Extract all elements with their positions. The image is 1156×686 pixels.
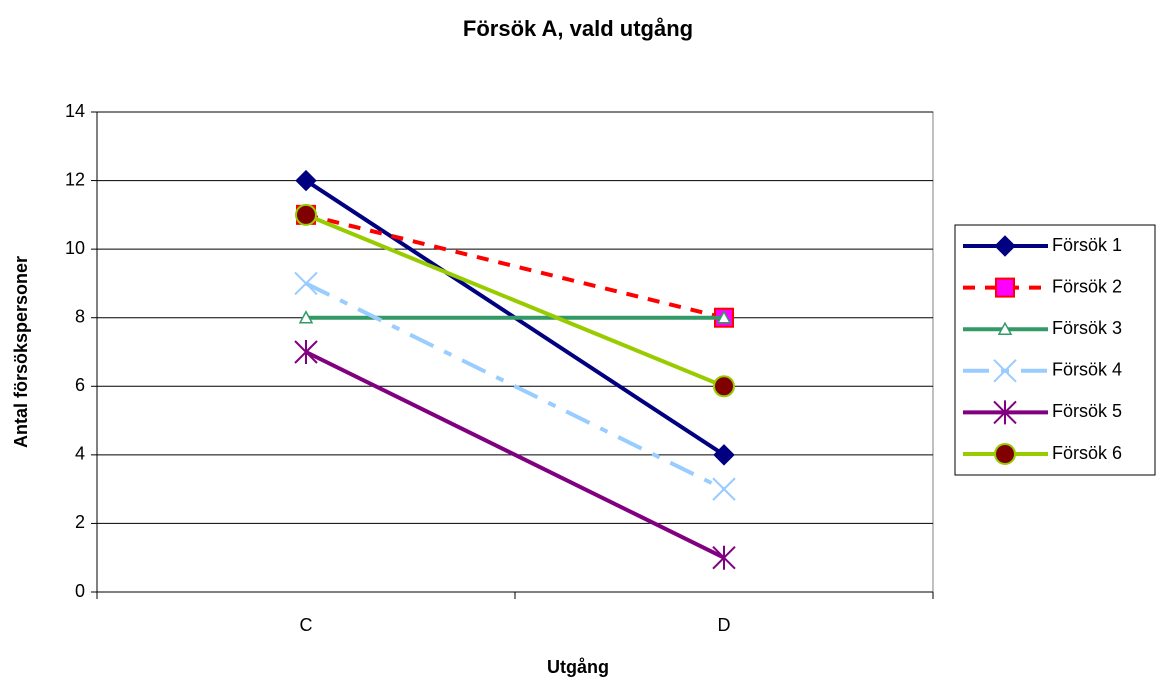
y-tick-label: 8	[75, 306, 85, 326]
marker	[298, 310, 314, 324]
marker	[997, 321, 1013, 335]
marker	[712, 477, 736, 501]
y-tick-label: 14	[65, 101, 85, 121]
legend-label: Försök 3	[1052, 318, 1122, 338]
marker	[993, 400, 1017, 425]
marker	[295, 169, 317, 192]
y-tick-label: 10	[65, 238, 85, 258]
y-tick-label: 2	[75, 512, 85, 532]
chart-title: Försök A, vald utgång	[463, 16, 693, 41]
legend	[954, 224, 1156, 476]
x-axis-label: Utgång	[547, 657, 609, 677]
legend-label: Försök 1	[1052, 235, 1122, 255]
x-tick-label: C	[300, 615, 313, 635]
marker	[994, 443, 1016, 465]
y-tick-label: 0	[75, 581, 85, 601]
plot-area	[96, 111, 934, 593]
y-tick-label: 6	[75, 375, 85, 395]
legend-label: Försök 4	[1052, 360, 1122, 380]
legend-label: Försök 6	[1052, 443, 1122, 463]
marker	[294, 271, 318, 296]
marker	[295, 203, 317, 226]
marker	[713, 444, 735, 466]
marker	[995, 277, 1015, 298]
y-tick-label: 12	[65, 169, 85, 189]
y-tick-label: 4	[75, 444, 85, 464]
series-line	[305, 212, 725, 320]
series-line	[305, 350, 725, 560]
marker	[994, 235, 1016, 257]
marker	[716, 310, 732, 324]
legend-label: Försök 2	[1052, 276, 1122, 296]
x-tick-label: D	[718, 615, 731, 635]
marker	[713, 375, 735, 398]
marker	[993, 359, 1017, 383]
y-axis-label: Antal försökspersoner	[11, 256, 31, 448]
series-line	[305, 281, 725, 491]
marker	[712, 545, 736, 570]
marker	[294, 340, 318, 364]
series-line	[305, 213, 725, 389]
legend-label: Försök 5	[1052, 401, 1122, 421]
